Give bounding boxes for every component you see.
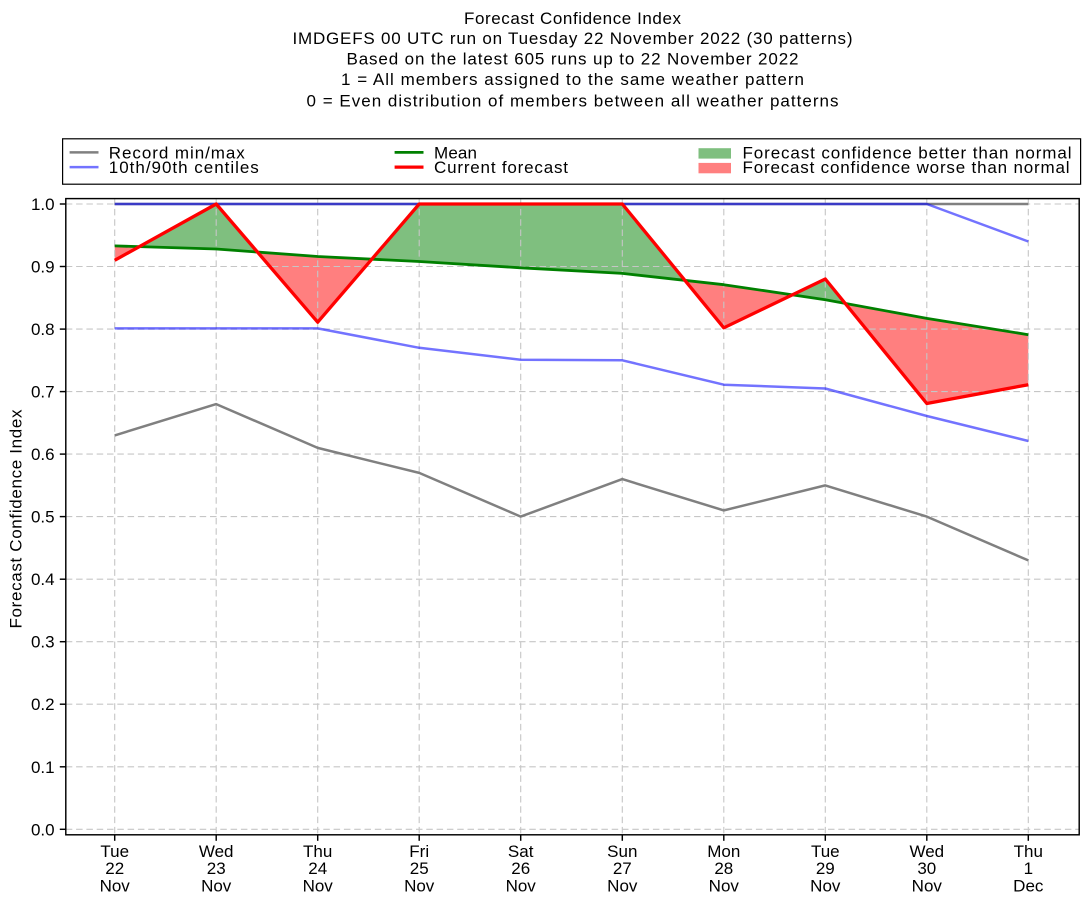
svg-text:Nov: Nov <box>709 876 740 895</box>
svg-text:Tue: Tue <box>100 842 129 861</box>
svg-text:Forecast Confidence Index: Forecast Confidence Index <box>464 9 682 28</box>
svg-text:Wed: Wed <box>909 842 944 861</box>
svg-text:Based on the latest 605 runs u: Based on the latest 605 runs up to 22 No… <box>347 50 799 69</box>
svg-text:Nov: Nov <box>404 876 435 895</box>
svg-text:1 = All members assigned to th: 1 = All members assigned to the same wea… <box>341 70 804 89</box>
svg-text:Thu: Thu <box>303 842 332 861</box>
svg-text:Sun: Sun <box>607 842 637 861</box>
svg-text:0.5: 0.5 <box>31 508 55 527</box>
svg-text:Nov: Nov <box>506 876 537 895</box>
svg-text:Mean: Mean <box>434 143 477 162</box>
svg-text:0.2: 0.2 <box>31 695 55 714</box>
svg-text:Thu: Thu <box>1014 842 1043 861</box>
svg-text:Forecast confidence better tha: Forecast confidence better than normal <box>743 143 1072 162</box>
svg-text:0.7: 0.7 <box>31 383 55 402</box>
svg-text:27: 27 <box>613 859 632 878</box>
svg-text:22: 22 <box>105 859 124 878</box>
svg-text:Dec: Dec <box>1013 876 1044 895</box>
svg-text:24: 24 <box>308 859 327 878</box>
svg-text:Forecast Confidence Index: Forecast Confidence Index <box>7 409 26 629</box>
svg-text:0.9: 0.9 <box>31 258 55 277</box>
svg-text:28: 28 <box>714 859 733 878</box>
svg-text:Current forecast: Current forecast <box>434 158 568 177</box>
svg-text:0.0: 0.0 <box>31 820 55 839</box>
svg-text:Mon: Mon <box>707 842 740 861</box>
svg-text:Forecast confidence worse than: Forecast confidence worse than normal <box>743 158 1070 177</box>
svg-text:Nov: Nov <box>607 876 638 895</box>
svg-text:IMDGEFS 00 UTC run on Tuesday: IMDGEFS 00 UTC run on Tuesday 22 Novembe… <box>293 29 853 48</box>
svg-text:Record min/max: Record min/max <box>109 143 246 162</box>
svg-text:0.3: 0.3 <box>31 633 55 652</box>
svg-text:Fri: Fri <box>409 842 429 861</box>
svg-text:Wed: Wed <box>199 842 234 861</box>
svg-text:Sat: Sat <box>508 842 534 861</box>
svg-text:0 = Even distribution of membe: 0 = Even distribution of members between… <box>307 91 839 110</box>
svg-text:1: 1 <box>1024 859 1033 878</box>
svg-text:10th/90th centiles: 10th/90th centiles <box>109 158 259 177</box>
svg-text:23: 23 <box>207 859 226 878</box>
svg-text:Nov: Nov <box>201 876 232 895</box>
svg-text:29: 29 <box>816 859 835 878</box>
svg-text:Nov: Nov <box>810 876 841 895</box>
svg-text:Tue: Tue <box>811 842 840 861</box>
svg-text:30: 30 <box>917 859 936 878</box>
svg-text:Nov: Nov <box>303 876 334 895</box>
svg-text:Nov: Nov <box>912 876 943 895</box>
svg-text:1.0: 1.0 <box>31 195 55 214</box>
svg-text:0.6: 0.6 <box>31 445 55 464</box>
svg-text:0.1: 0.1 <box>31 758 55 777</box>
svg-text:0.4: 0.4 <box>31 570 55 589</box>
svg-text:25: 25 <box>410 859 429 878</box>
svg-text:Nov: Nov <box>100 876 131 895</box>
svg-text:0.8: 0.8 <box>31 320 55 339</box>
svg-text:26: 26 <box>511 859 530 878</box>
